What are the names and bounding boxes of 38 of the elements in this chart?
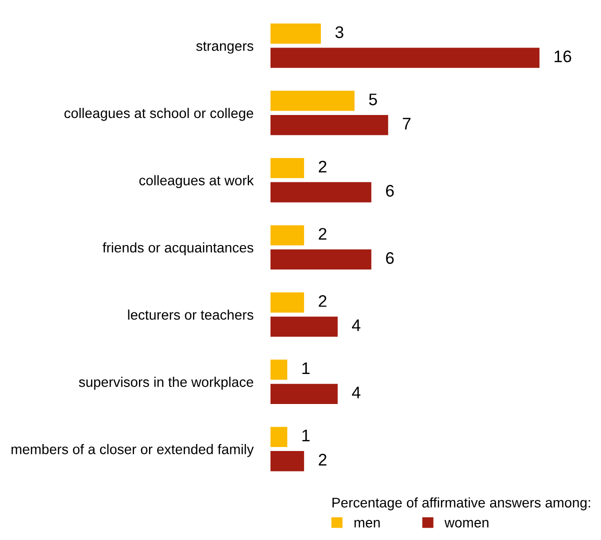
data-label: 6 bbox=[386, 252, 394, 264]
y-tick-label: members of a closer or extended family bbox=[12, 444, 254, 457]
legend-label: men bbox=[354, 520, 380, 528]
data-label: 5 bbox=[369, 94, 377, 106]
data-label: 6 bbox=[386, 184, 394, 197]
y-tick-label: friends or acquaintances bbox=[102, 242, 254, 256]
bar bbox=[270, 249, 372, 270]
data-label: 1 bbox=[302, 362, 310, 374]
data-label: 1 bbox=[302, 430, 310, 442]
bar bbox=[270, 114, 388, 136]
bar bbox=[270, 292, 304, 313]
bar bbox=[270, 225, 304, 246]
data-label: 2 bbox=[318, 160, 326, 172]
data-label: 4 bbox=[352, 386, 360, 398]
bar bbox=[270, 158, 304, 178]
bar bbox=[270, 48, 540, 68]
legend-label: women bbox=[444, 520, 488, 528]
data-label: 16 bbox=[554, 50, 572, 62]
data-label: 3 bbox=[335, 26, 344, 38]
bar bbox=[270, 182, 372, 202]
data-label: 2 bbox=[318, 295, 326, 307]
y-tick-label: colleagues at work bbox=[139, 175, 254, 188]
y-tick-label: lecturers or teachers bbox=[128, 310, 254, 320]
data-label: 2 bbox=[318, 454, 326, 466]
y-tick-label: colleagues at school or college bbox=[64, 108, 254, 121]
data-label: 7 bbox=[402, 118, 410, 130]
bar bbox=[270, 426, 288, 448]
bar bbox=[270, 451, 304, 472]
bar bbox=[270, 24, 321, 44]
bar bbox=[270, 90, 355, 111]
bar bbox=[270, 316, 338, 337]
data-label: 4 bbox=[352, 320, 360, 332]
y-tick-label: strangers bbox=[196, 42, 254, 54]
legend-title: Percentage of affirmative answers among: bbox=[332, 497, 590, 510]
y-tick-label: supervisors in the workplace bbox=[78, 376, 254, 390]
data-label: 2 bbox=[318, 228, 326, 240]
bar bbox=[270, 360, 288, 380]
bar bbox=[270, 384, 338, 404]
